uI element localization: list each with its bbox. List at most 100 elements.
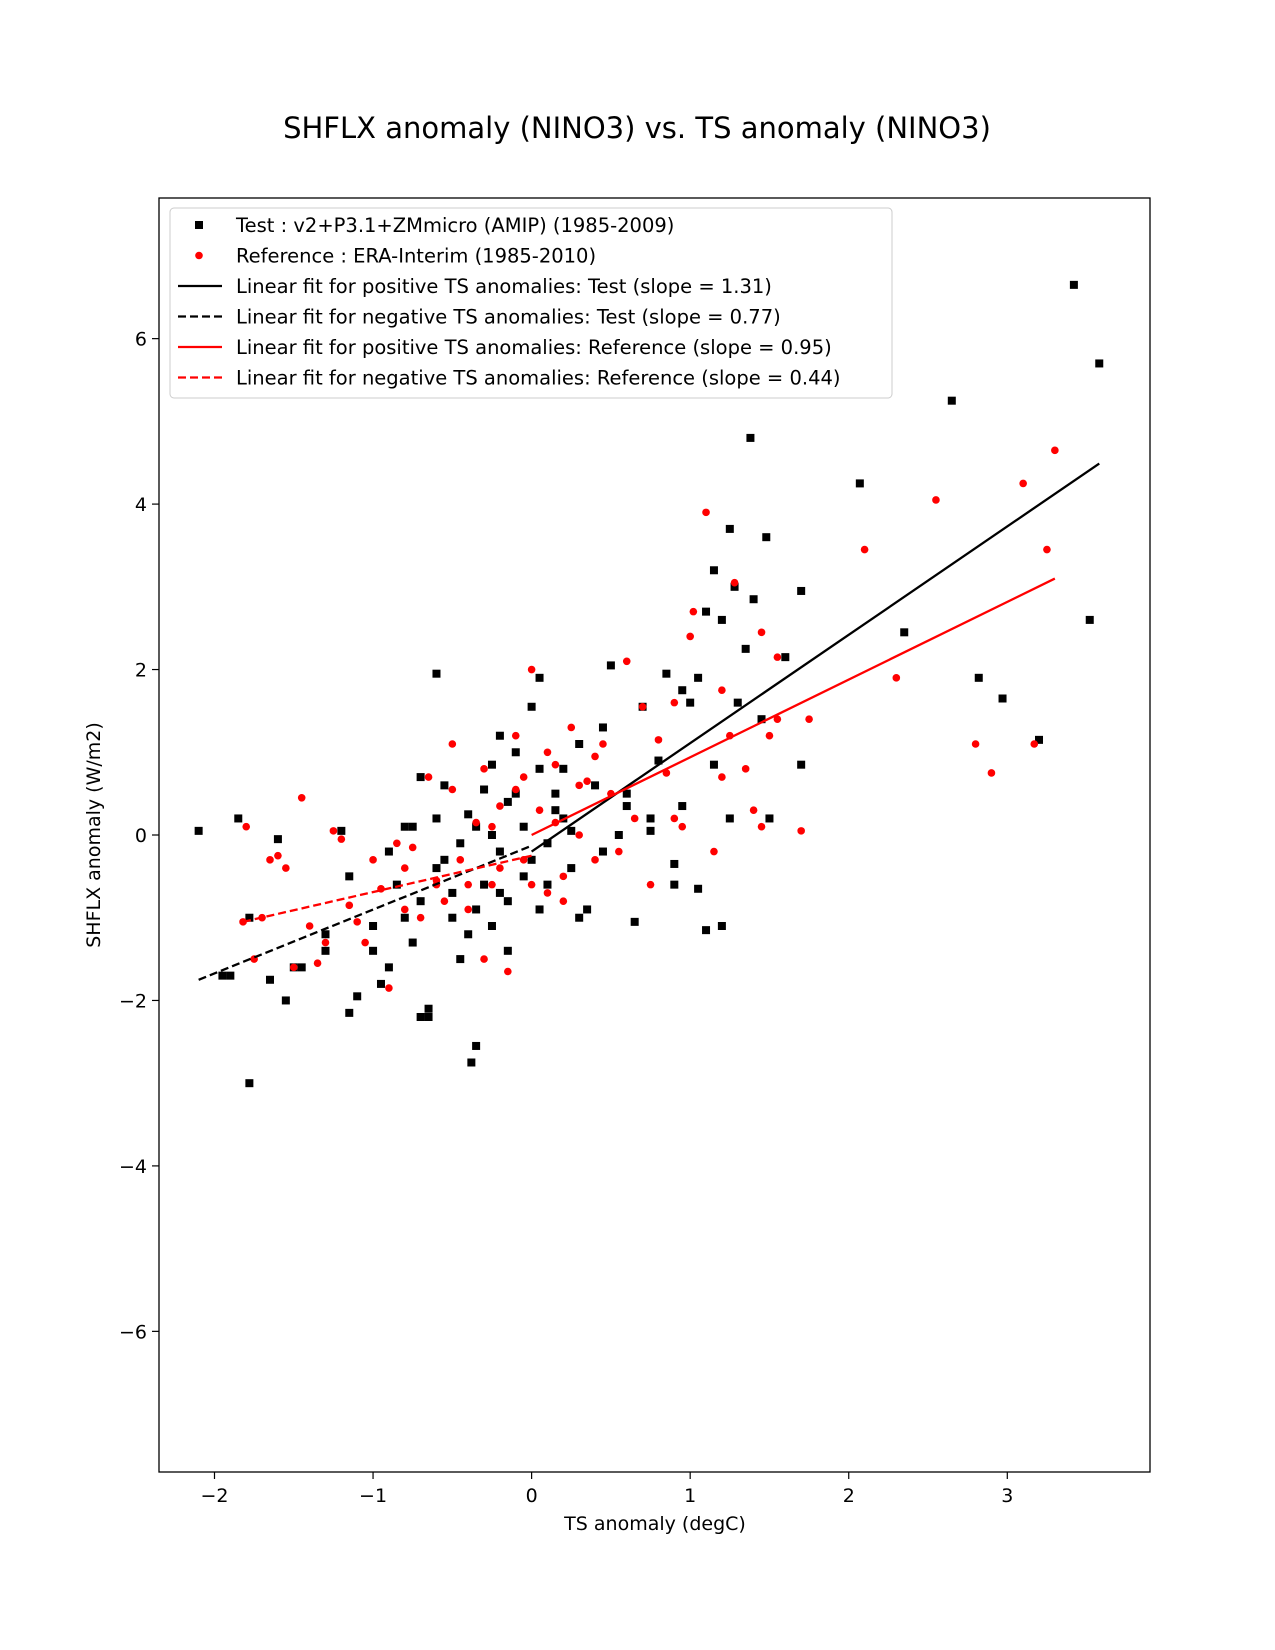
- reference-point: [797, 827, 805, 835]
- reference-point: [773, 653, 782, 661]
- test-point: [998, 694, 1007, 703]
- reference-point: [464, 880, 472, 889]
- reference-point: [393, 839, 401, 848]
- x-tick-label: 1: [684, 1485, 696, 1507]
- reference-point: [892, 674, 901, 682]
- test-point: [575, 740, 584, 748]
- reference-point: [710, 847, 718, 856]
- reference-point: [305, 922, 314, 930]
- test-point: [947, 396, 956, 405]
- reference-point: [496, 802, 504, 810]
- y-tick-label: 0: [135, 825, 147, 847]
- test-point: [345, 872, 354, 881]
- test-point: [583, 905, 592, 914]
- reference-point: [765, 731, 774, 740]
- reference-point: [313, 959, 322, 968]
- test-point: [480, 880, 489, 889]
- reference-point: [527, 665, 536, 674]
- legend-label: Linear fit for negative TS anomalies: Re…: [236, 367, 841, 390]
- test-point: [630, 917, 639, 926]
- test-point: [717, 615, 726, 624]
- test-point: [730, 582, 739, 591]
- test-point: [440, 781, 449, 790]
- test-point: [245, 913, 254, 922]
- test-point: [503, 946, 512, 955]
- test-point: [749, 595, 758, 604]
- test-point: [709, 566, 718, 575]
- reference-point: [689, 607, 698, 616]
- reference-point: [1030, 740, 1039, 748]
- reference-point: [741, 765, 750, 773]
- test-point: [1095, 359, 1104, 368]
- reference-point: [337, 835, 346, 843]
- test-point: [440, 855, 449, 864]
- test-point: [1069, 280, 1078, 289]
- test-point: [678, 802, 687, 811]
- test-point: [678, 686, 687, 695]
- reference-point: [702, 508, 710, 517]
- reference-point: [757, 822, 766, 831]
- reference-point: [575, 781, 583, 790]
- test-point: [519, 872, 528, 881]
- test-point: [797, 760, 806, 769]
- test-point: [226, 971, 235, 980]
- test-point: [495, 731, 504, 740]
- test-point: [591, 781, 600, 790]
- test-point: [646, 826, 655, 835]
- reference-point: [369, 856, 377, 864]
- reference-point: [511, 785, 520, 794]
- reference-point: [718, 686, 726, 695]
- test-point: [567, 864, 576, 873]
- test-point: [321, 946, 330, 955]
- test-point: [503, 897, 512, 906]
- test-point: [654, 756, 663, 765]
- reference-point: [353, 918, 362, 926]
- test-point: [273, 835, 282, 844]
- reference-point: [400, 864, 409, 872]
- reference-point: [527, 880, 536, 889]
- legend-marker-circle: [195, 251, 203, 260]
- fit-line-3: [531, 577, 1056, 837]
- reference-point: [932, 496, 940, 504]
- legend-label: Reference : ERA-Interim (1985-2010): [236, 245, 596, 268]
- test-point: [234, 814, 243, 823]
- test-point: [606, 661, 615, 670]
- reference-point: [730, 578, 739, 587]
- reference-point: [400, 905, 409, 914]
- reference-point: [448, 785, 457, 794]
- reference-point: [408, 843, 417, 852]
- reference-point: [757, 628, 766, 637]
- test-point: [495, 847, 504, 856]
- reference-point: [987, 769, 996, 777]
- test-point: [265, 975, 274, 984]
- reference-point: [591, 752, 599, 761]
- test-point: [376, 979, 385, 988]
- test-point: [1085, 615, 1094, 624]
- test-point: [218, 971, 227, 980]
- test-point: [551, 789, 560, 798]
- test-point: [598, 847, 607, 856]
- test-point: [281, 996, 290, 1005]
- reference-point: [274, 851, 282, 860]
- reference-point: [385, 984, 393, 992]
- test-point: [416, 897, 425, 906]
- test-point: [519, 822, 528, 831]
- test-point: [432, 814, 441, 823]
- y-axis-label: SHFLX anomaly (W/m2): [83, 722, 105, 948]
- legend-marker-square: [195, 221, 203, 229]
- reference-point: [297, 793, 306, 802]
- test-point: [535, 905, 544, 914]
- test-point: [527, 855, 536, 864]
- reference-point: [480, 955, 488, 963]
- test-point: [467, 1058, 476, 1067]
- reference-point: [266, 856, 274, 864]
- reference-point: [543, 748, 552, 757]
- reference-point: [464, 905, 472, 914]
- reference-point: [575, 831, 583, 839]
- test-point: [694, 673, 703, 682]
- test-point: [746, 433, 755, 442]
- reference-point: [496, 864, 504, 872]
- reference-point: [646, 880, 655, 889]
- test-point: [855, 479, 864, 488]
- reference-point: [504, 967, 512, 976]
